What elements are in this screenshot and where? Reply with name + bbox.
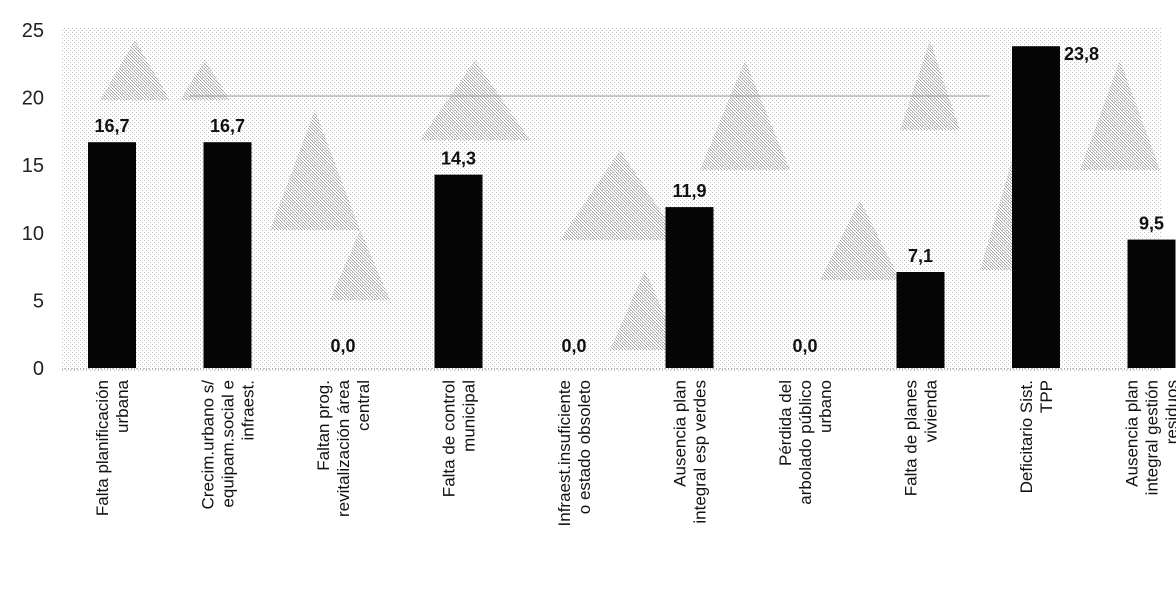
data-label: 9,5 [1139, 214, 1164, 234]
bar [435, 175, 483, 368]
x-tick-label-line: infraest. [239, 380, 258, 440]
x-tick-label-line: urbana [113, 379, 132, 432]
data-label: 0,0 [561, 336, 586, 356]
bar [897, 272, 945, 368]
x-tick-label-line: o estado obsoleto [575, 380, 594, 514]
y-tick-label: 5 [33, 290, 44, 312]
x-tick-label-line: Falta de control [440, 380, 459, 497]
data-label: 11,9 [672, 181, 706, 201]
bar [1012, 46, 1060, 368]
y-tick-label: 20 [22, 88, 44, 110]
x-tick-label-line: central [354, 380, 373, 431]
data-label: 0,0 [792, 336, 817, 356]
y-tick-label: 0 [33, 358, 44, 380]
x-tick-label-line: Faltan prog. [314, 380, 333, 471]
x-tick-label-line: revitalización área [334, 379, 353, 517]
x-tick-label-line: Ausencia plan [1123, 380, 1142, 487]
x-tick-label-line: arbolado público [796, 380, 815, 505]
data-label: 0,0 [330, 336, 355, 356]
x-tick-label-line: TPP [1037, 380, 1056, 413]
y-tick-label: 10 [22, 223, 44, 245]
x-tick-label-line: Crecim.urbano s/ [199, 380, 218, 510]
bar [666, 207, 714, 368]
x-tick-label-line: urbano [816, 380, 835, 433]
x-tick-label: Deficitario Sist.TPP [1017, 380, 1056, 493]
bar [1128, 240, 1176, 368]
x-tick-label-line: vivienda [922, 379, 941, 442]
bar [88, 142, 136, 368]
data-label: 7,1 [908, 246, 933, 266]
data-label: 14,3 [441, 149, 476, 169]
x-tick-label-line: integral gestión [1143, 380, 1162, 495]
x-tick-label-line: equipam.social e [219, 380, 238, 508]
bar [204, 142, 252, 368]
x-tick-label-line: Falta planificación [93, 380, 112, 516]
data-label: 16,7 [94, 116, 129, 136]
x-tick-label-line: integral esp verdes [691, 380, 710, 524]
x-tick-label-line: Pérdida del [776, 380, 795, 466]
data-label: 23,8 [1064, 44, 1099, 64]
y-tick-label: 25 [22, 20, 44, 42]
x-tick-label-line: Deficitario Sist. [1017, 380, 1036, 493]
data-label: 16,7 [210, 116, 245, 136]
x-tick-label-line: municipal [460, 380, 479, 452]
x-tick-label-line: Infraest.insuficiente [555, 380, 574, 526]
x-tick-label-line: Falta de planes [902, 380, 921, 496]
x-tick-label-line: residuos [1163, 380, 1176, 444]
x-tick-label-line: Ausencia plan [671, 380, 690, 487]
y-tick-label: 15 [22, 155, 44, 177]
